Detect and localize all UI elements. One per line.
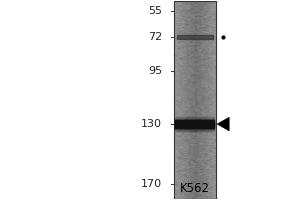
Text: 170: 170 bbox=[141, 179, 162, 189]
Bar bbox=[174, 1, 216, 199]
Text: 72: 72 bbox=[148, 32, 162, 42]
Text: 130: 130 bbox=[141, 119, 162, 129]
Polygon shape bbox=[217, 117, 229, 131]
Text: 95: 95 bbox=[148, 66, 162, 76]
Text: K562: K562 bbox=[180, 182, 210, 195]
Text: 55: 55 bbox=[148, 6, 162, 16]
